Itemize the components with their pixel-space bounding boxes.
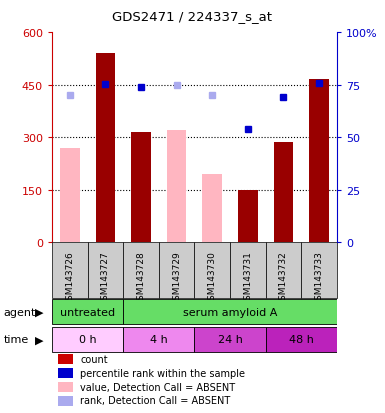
Bar bbox=[194, 327, 266, 352]
Bar bbox=[88, 242, 123, 298]
Text: ▶: ▶ bbox=[35, 307, 43, 317]
Bar bbox=[238, 191, 258, 242]
Text: agent: agent bbox=[4, 307, 36, 317]
Text: GSM143727: GSM143727 bbox=[101, 251, 110, 306]
Bar bbox=[230, 242, 266, 298]
Bar bbox=[95, 54, 115, 242]
Bar bbox=[274, 143, 293, 242]
Text: GSM143732: GSM143732 bbox=[279, 251, 288, 306]
Text: GSM143728: GSM143728 bbox=[137, 251, 146, 306]
Bar bbox=[58, 354, 73, 364]
Text: value, Detection Call = ABSENT: value, Detection Call = ABSENT bbox=[80, 382, 236, 392]
Bar bbox=[159, 242, 194, 298]
Text: GDS2471 / 224337_s_at: GDS2471 / 224337_s_at bbox=[112, 10, 273, 23]
Text: GSM143726: GSM143726 bbox=[65, 251, 74, 306]
Bar bbox=[301, 242, 337, 298]
Bar bbox=[52, 327, 123, 352]
Bar bbox=[266, 242, 301, 298]
Bar bbox=[203, 174, 222, 242]
Bar bbox=[58, 368, 73, 378]
Text: serum amyloid A: serum amyloid A bbox=[183, 307, 277, 317]
Text: GSM143733: GSM143733 bbox=[315, 251, 323, 306]
Text: 4 h: 4 h bbox=[150, 335, 168, 344]
Text: GSM143729: GSM143729 bbox=[172, 251, 181, 306]
Text: 24 h: 24 h bbox=[218, 335, 243, 344]
Bar bbox=[309, 80, 329, 242]
Text: untreated: untreated bbox=[60, 307, 115, 317]
Text: percentile rank within the sample: percentile rank within the sample bbox=[80, 368, 246, 377]
Bar bbox=[194, 242, 230, 298]
Text: 48 h: 48 h bbox=[289, 335, 314, 344]
Bar bbox=[58, 396, 73, 406]
Bar bbox=[123, 242, 159, 298]
Bar bbox=[123, 299, 337, 324]
Text: count: count bbox=[80, 354, 108, 364]
Text: GSM143730: GSM143730 bbox=[208, 251, 217, 306]
Bar bbox=[52, 242, 88, 298]
Bar bbox=[131, 133, 151, 242]
Text: rank, Detection Call = ABSENT: rank, Detection Call = ABSENT bbox=[80, 396, 231, 406]
Bar bbox=[123, 327, 194, 352]
Text: time: time bbox=[4, 335, 29, 344]
Bar bbox=[266, 327, 337, 352]
Bar bbox=[52, 299, 123, 324]
Bar bbox=[58, 382, 73, 392]
Bar bbox=[167, 131, 186, 242]
Text: GSM143731: GSM143731 bbox=[243, 251, 252, 306]
Text: 0 h: 0 h bbox=[79, 335, 96, 344]
Text: ▶: ▶ bbox=[35, 335, 43, 344]
Bar bbox=[60, 148, 80, 242]
